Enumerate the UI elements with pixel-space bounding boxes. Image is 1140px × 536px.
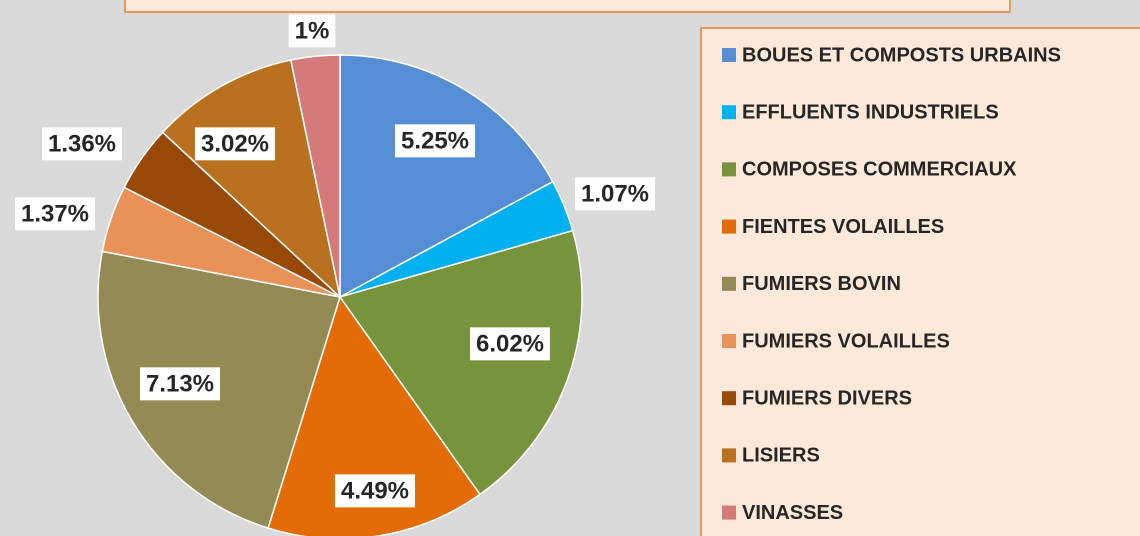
value-label: 7.13%: [146, 370, 214, 397]
slice: [289, 54, 341, 298]
value-label: 4.49%: [341, 477, 409, 504]
legend-label: COMPOSES COMMERCIAUX: [742, 159, 1017, 181]
value-label: 1%: [295, 17, 330, 44]
legend-swatch: [722, 162, 736, 177]
value-label-bg: [334, 474, 416, 508]
value-label-bg: [394, 124, 476, 158]
legend-swatch: [722, 334, 736, 348]
value-label: 6.02%: [476, 330, 544, 357]
slice: [339, 54, 554, 299]
value-labels: 5.25% 1.07% 6.02% 4.49% 7.13% 1.37% 1.36% 3.02%…: [14, 14, 656, 508]
legend-swatch: [722, 219, 736, 234]
value-label-bg: [41, 127, 123, 161]
legend-label: VINASSES: [742, 502, 843, 524]
slice: [267, 295, 482, 536]
legend-label: BOUES ET COMPOSTS URBAINS: [742, 44, 1061, 66]
legend-swatch: [722, 505, 736, 520]
legend-swatch: [722, 48, 736, 62]
value-label: 5.25%: [401, 127, 469, 154]
value-label: 3.02%: [201, 130, 269, 157]
legend-label: FUMIERS VOLAILLES: [742, 330, 950, 352]
legend-label: FUMIERS DIVERS: [742, 387, 912, 409]
value-label-bg: [288, 14, 336, 48]
legend-label: EFFLUENTS INDUSTRIELS: [742, 101, 999, 123]
legend: BOUES ET COMPOSTS URBAINS EFFLUENTS INDUS…: [722, 44, 1061, 524]
slice: [161, 59, 342, 300]
legend-swatch: [722, 448, 736, 463]
value-label-bg: [574, 177, 656, 211]
legend-swatch: [722, 391, 736, 406]
value-label-bg: [194, 127, 276, 161]
value-label: 1.37%: [21, 200, 89, 227]
legend-label: LISIERS: [742, 445, 820, 467]
value-label-bg: [14, 197, 96, 231]
legend-box: [700, 27, 1140, 536]
legend-swatch: [722, 276, 736, 291]
legend-swatch: [722, 105, 736, 120]
value-label-bg: [139, 367, 221, 401]
pie: [97, 54, 583, 536]
title-box: [124, 0, 1011, 13]
value-label: 1.07%: [581, 180, 649, 207]
legend-label: FIENTES VOLAILLES: [742, 216, 944, 238]
value-label-bg: [469, 327, 551, 361]
legend-label: FUMIERS BOVIN: [742, 273, 901, 295]
slice: [338, 229, 583, 496]
value-label: 1.36%: [48, 130, 116, 157]
